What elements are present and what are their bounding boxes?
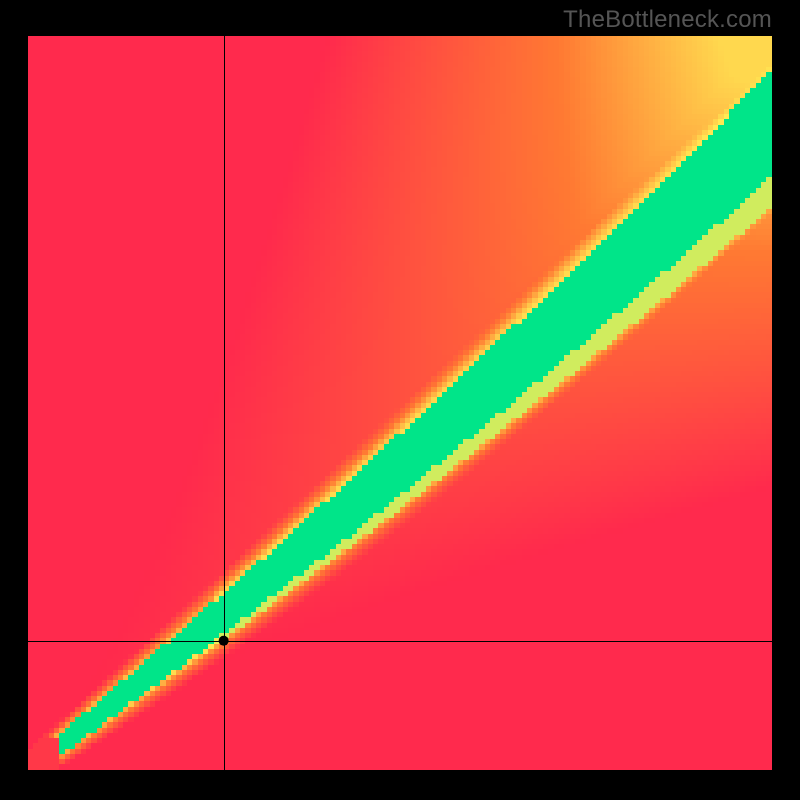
watermark-text: TheBottleneck.com bbox=[563, 6, 772, 34]
chart-container: TheBottleneck.com bbox=[0, 0, 800, 800]
heatmap-canvas bbox=[28, 36, 772, 770]
heatmap-plot bbox=[28, 36, 772, 770]
